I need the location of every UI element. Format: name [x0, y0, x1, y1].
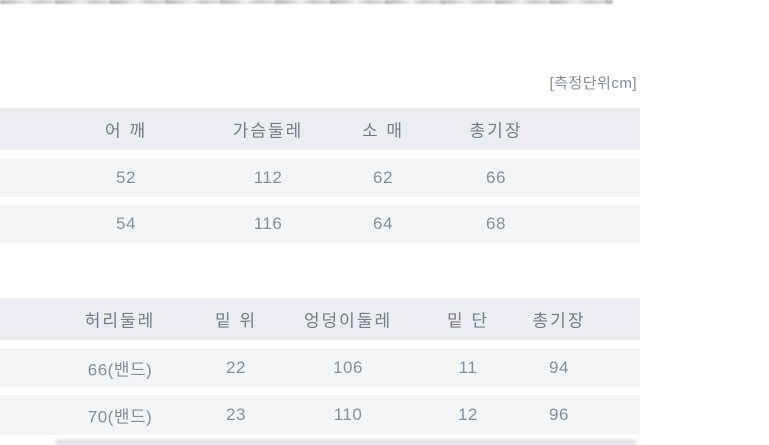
cell-value: 66 — [486, 167, 506, 187]
cell-value: 70(밴드) — [87, 407, 153, 427]
column-header-shoulder: 어 깨 — [104, 121, 148, 141]
table-row: 70(밴드) 23 110 12 96 — [0, 395, 640, 435]
cell-value: 12 — [458, 405, 478, 424]
table-header-row: 허리둘레 밑 위 엉덩이둘레 밑 단 총기장 — [0, 298, 640, 340]
cell-value: 110 — [333, 405, 363, 424]
column-header-waist: 허리둘레 — [84, 311, 156, 331]
table-row: 54 116 64 68 — [0, 205, 640, 243]
bottom-element-fragment — [55, 439, 637, 445]
cell-value: 52 — [116, 167, 136, 187]
cell-value: 54 — [116, 214, 136, 233]
cell-value: 106 — [333, 357, 363, 377]
cell-value: 11 — [458, 357, 478, 377]
cell-value: 116 — [253, 214, 283, 233]
cell-value: 23 — [226, 405, 246, 424]
column-header-hip: 엉덩이둘레 — [303, 311, 393, 331]
cell-value: 94 — [549, 357, 569, 377]
table-row: 66(밴드) 22 106 11 94 — [0, 348, 640, 387]
cell-value: 66(밴드) — [87, 360, 153, 379]
cell-value: 64 — [373, 214, 393, 233]
measure-unit-label: [측정단위cm] — [549, 75, 637, 92]
cell-value: 96 — [549, 405, 569, 424]
cell-value: 62 — [373, 167, 393, 187]
cell-value: 22 — [226, 357, 246, 377]
column-header-hem: 밑 단 — [446, 311, 490, 331]
cell-value: 68 — [486, 214, 506, 233]
column-header-sleeve: 소 매 — [361, 121, 405, 141]
column-header-total-length: 총기장 — [532, 311, 586, 331]
column-header-rise: 밑 위 — [214, 311, 258, 331]
column-header-chest: 가슴둘레 — [232, 121, 304, 141]
table-row: 52 112 62 66 — [0, 158, 640, 197]
table-header-row: 어 깨 가슴둘레 소 매 총기장 — [0, 108, 640, 150]
cell-value: 112 — [253, 167, 283, 187]
top-border-fragment — [0, 0, 613, 4]
column-header-total-length: 총기장 — [469, 121, 523, 141]
